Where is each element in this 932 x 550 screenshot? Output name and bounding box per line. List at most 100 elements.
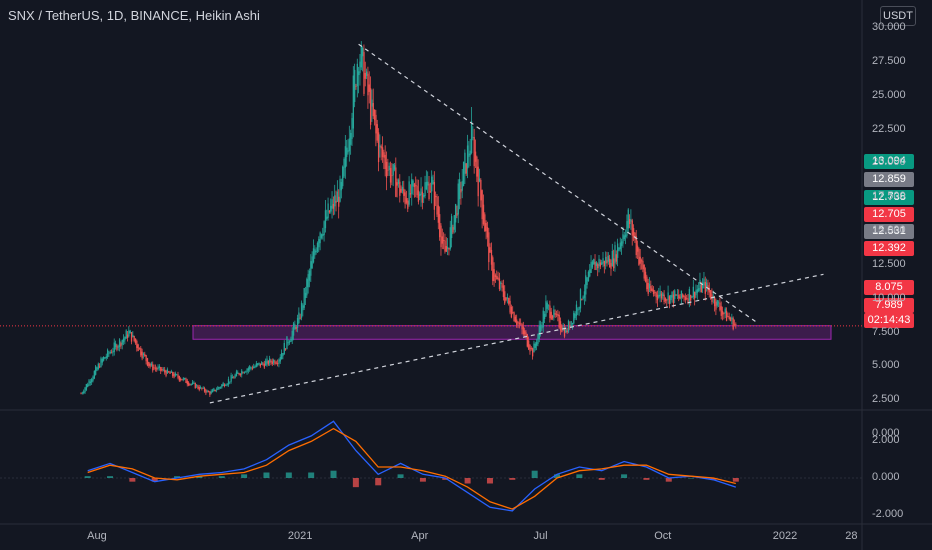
candle-body [121, 339, 123, 345]
candle-body [332, 203, 335, 209]
candle-body [128, 330, 130, 337]
candle-body [344, 146, 347, 168]
candle-body [186, 380, 188, 385]
candle-body [551, 315, 554, 319]
candle-body [176, 374, 178, 376]
candle-body [142, 353, 145, 356]
price-badge: 12.392 [864, 241, 914, 256]
candle-body [643, 265, 645, 279]
candle-body [534, 343, 536, 348]
candle-body [601, 262, 603, 265]
trendline-descending-resistance[interactable] [358, 43, 757, 323]
candle-body [674, 290, 676, 299]
candle-body [634, 232, 636, 240]
macd-bar [174, 476, 181, 478]
candle-body [336, 191, 339, 202]
candle-body [146, 358, 149, 366]
candle-body [141, 351, 143, 359]
candle-body [118, 339, 121, 347]
candle-body [703, 278, 705, 286]
candle-body [140, 347, 142, 356]
candle-body [122, 338, 125, 343]
candle-body [225, 385, 227, 387]
macd-bar [419, 478, 426, 482]
candle-body [211, 389, 214, 393]
candle-body [619, 242, 621, 250]
candle-body [638, 248, 640, 265]
candle-body [150, 363, 153, 366]
candle-body [202, 387, 204, 389]
candle-body [688, 289, 691, 301]
candle-body [195, 385, 198, 387]
currency-selector[interactable]: USDT [880, 6, 916, 26]
candle-body [493, 269, 495, 282]
candle-body [322, 234, 324, 237]
candle-body [516, 319, 518, 325]
candle-body [302, 305, 304, 311]
macd-bar [285, 472, 292, 478]
candle-body [262, 363, 264, 365]
candle-body [326, 216, 328, 220]
candle-body [327, 203, 329, 218]
candle-body [498, 278, 501, 290]
candle-body [587, 271, 590, 282]
candle-body [695, 290, 697, 296]
candle-body [465, 163, 467, 174]
candle-body [295, 327, 297, 329]
candle-body [160, 367, 162, 371]
candle-body [530, 348, 532, 350]
candle-body [537, 334, 539, 344]
candle-body [624, 234, 627, 238]
macd-bar [486, 478, 493, 484]
candle-body [508, 298, 510, 304]
candle-body [439, 214, 441, 238]
candle-body [504, 291, 506, 304]
candle-body [223, 384, 226, 387]
candle-body [177, 374, 179, 378]
candle-body [687, 298, 689, 303]
candle-body [392, 163, 394, 176]
candle-body [501, 283, 503, 288]
candle-body [230, 375, 232, 382]
candle-body [702, 282, 704, 289]
candle-body [648, 283, 651, 289]
candle-body [550, 311, 552, 320]
candle-body [725, 310, 728, 322]
candle-body [602, 258, 604, 264]
candle-body [541, 326, 543, 329]
candle-body [646, 276, 648, 290]
candle-body [509, 300, 511, 313]
candle-body [631, 220, 633, 236]
candle-body [348, 138, 351, 152]
candle-body [720, 306, 722, 316]
candle-body [275, 362, 277, 364]
candle-body [278, 359, 280, 364]
candle-body [663, 294, 665, 302]
candle-body [194, 382, 196, 389]
candle-body [154, 367, 157, 369]
candle-body [172, 372, 174, 376]
candle-body [489, 247, 491, 253]
candle-body [412, 180, 414, 187]
candle-body [484, 214, 486, 232]
trendline-ascending-support[interactable] [209, 273, 824, 404]
candle-body [505, 297, 507, 301]
candle-body [266, 358, 268, 364]
macd-tick: 2.000 [872, 434, 900, 447]
candle-body [668, 296, 671, 305]
candle-body [732, 318, 734, 330]
candle-body [617, 243, 619, 258]
candle-body [545, 301, 547, 317]
candle-body [162, 369, 165, 371]
candle-body [267, 361, 269, 365]
candle-body [423, 194, 425, 198]
candle-body [169, 371, 171, 374]
candle-body [731, 317, 733, 320]
candle-body [698, 288, 700, 291]
support-zone[interactable] [192, 325, 832, 340]
candle-body [105, 356, 107, 359]
candle-body [89, 381, 92, 384]
candle-body [513, 312, 515, 322]
candle-body [492, 257, 494, 282]
